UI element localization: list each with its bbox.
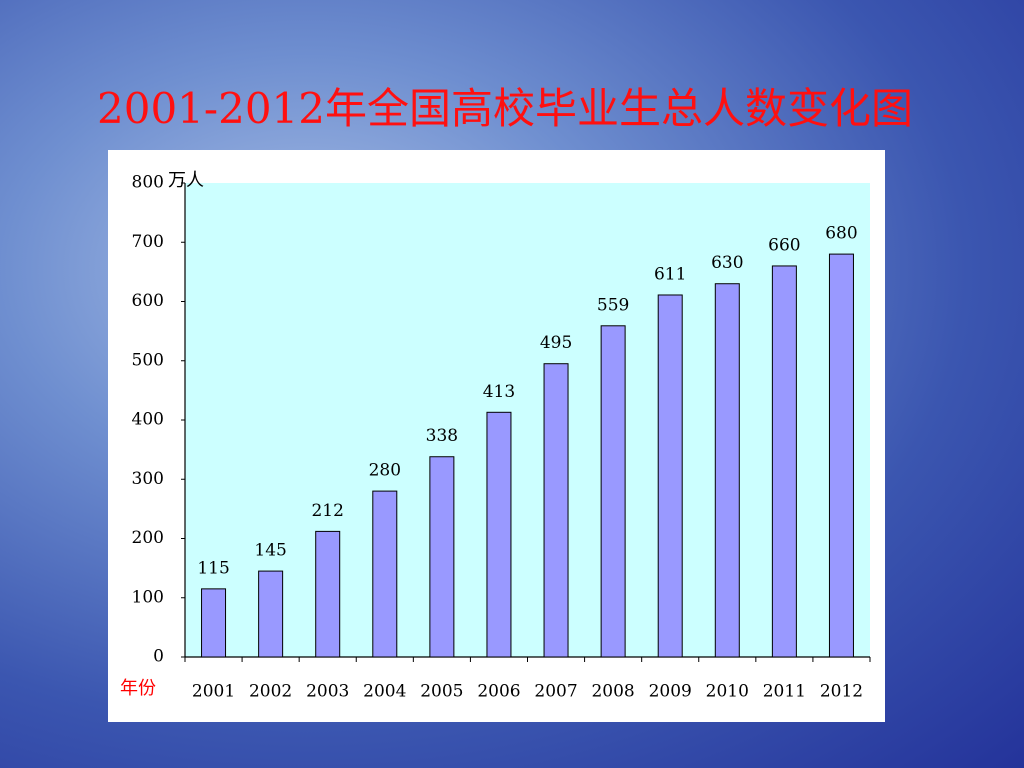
data-label: 212 bbox=[311, 501, 343, 521]
x-tick-label: 2009 bbox=[649, 682, 692, 702]
x-tick-label: 2004 bbox=[363, 682, 406, 702]
data-label: 338 bbox=[426, 426, 458, 446]
bar bbox=[372, 490, 398, 658]
data-label: 413 bbox=[483, 382, 515, 402]
data-label: 559 bbox=[597, 295, 629, 315]
bar bbox=[315, 530, 341, 658]
bar bbox=[486, 411, 512, 658]
bar bbox=[543, 363, 569, 658]
data-label: 680 bbox=[825, 224, 857, 244]
x-tick-label: 2008 bbox=[591, 682, 634, 702]
data-label: 495 bbox=[540, 333, 572, 353]
y-tick-label: 200 bbox=[132, 528, 164, 548]
x-tick-label: 2006 bbox=[477, 682, 520, 702]
x-tick-label: 2002 bbox=[249, 682, 292, 702]
y-tick-label: 800 bbox=[132, 173, 164, 193]
x-axis-label: 年份 bbox=[120, 678, 156, 699]
data-label: 611 bbox=[654, 264, 686, 284]
y-tick-label: 600 bbox=[132, 291, 164, 311]
y-tick-label: 400 bbox=[132, 410, 164, 430]
y-axis-label: 万人 bbox=[168, 170, 204, 191]
x-tick-label: 2001 bbox=[192, 682, 235, 702]
bar bbox=[714, 283, 740, 658]
x-tick-label: 2005 bbox=[420, 682, 463, 702]
data-label: 280 bbox=[369, 461, 401, 481]
x-tick-label: 2011 bbox=[763, 682, 806, 702]
plot-area bbox=[185, 183, 870, 657]
y-tick-label: 700 bbox=[132, 232, 164, 252]
x-tick-label: 2007 bbox=[534, 682, 577, 702]
bar bbox=[258, 570, 284, 658]
bar bbox=[201, 588, 227, 658]
bar bbox=[600, 325, 626, 658]
y-tick-label: 300 bbox=[132, 469, 164, 489]
y-tick-label: 0 bbox=[153, 647, 164, 667]
bar bbox=[771, 265, 797, 658]
data-label: 630 bbox=[711, 253, 743, 273]
data-label: 145 bbox=[254, 541, 286, 561]
data-label: 660 bbox=[768, 235, 800, 255]
bar bbox=[828, 253, 854, 658]
x-tick-label: 2012 bbox=[820, 682, 863, 702]
bar bbox=[657, 294, 683, 658]
x-tick-label: 2010 bbox=[706, 682, 749, 702]
y-tick-label: 500 bbox=[132, 350, 164, 370]
bar bbox=[429, 456, 455, 658]
x-tick-label: 2003 bbox=[306, 682, 349, 702]
data-label: 115 bbox=[197, 558, 229, 578]
chart-title: 2001-2012年全国高校毕业生总人数变化图 bbox=[97, 84, 913, 133]
y-tick-label: 100 bbox=[132, 587, 164, 607]
